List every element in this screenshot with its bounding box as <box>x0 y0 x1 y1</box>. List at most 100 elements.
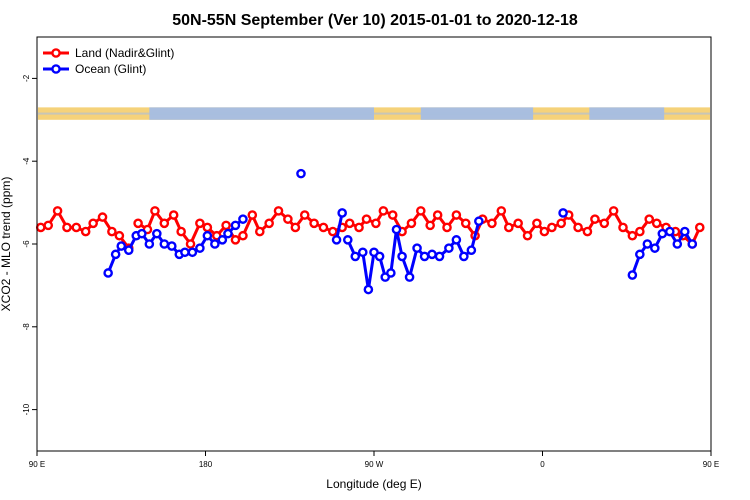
data-point <box>361 214 372 224</box>
data-point <box>331 235 342 245</box>
data-point <box>460 218 471 229</box>
data-point <box>687 239 698 249</box>
data-point <box>651 218 662 229</box>
data-point <box>114 230 125 241</box>
data-point <box>397 251 407 262</box>
legend-label: Land (Nadir&Glint) <box>75 46 174 60</box>
y-tick-label: -6 <box>22 240 31 248</box>
data-point <box>247 210 258 220</box>
legend-marker <box>51 48 61 58</box>
data-point <box>556 218 567 229</box>
data-point <box>166 241 177 251</box>
data-point <box>357 247 368 258</box>
x-tick-label: 90 E <box>29 460 45 469</box>
x-axis: 90 E 180 90 W 0 90 E <box>29 451 719 469</box>
legend-label: Ocean (Glint) <box>75 62 146 76</box>
data-point <box>416 206 426 216</box>
data-point <box>573 222 583 233</box>
data-point <box>503 222 514 233</box>
data-point <box>459 251 469 262</box>
data-point <box>309 218 319 229</box>
data-point <box>221 220 231 231</box>
y-axis-label: XCO2 - MLO trend (ppm) <box>0 177 13 312</box>
data-point <box>290 222 301 233</box>
land-ocean-strip <box>38 107 710 120</box>
data-point <box>185 239 196 249</box>
data-point <box>103 268 113 278</box>
data-point <box>627 270 638 280</box>
data-point <box>387 210 398 220</box>
y-axis: -2 -4 -6 -8 -10 <box>22 74 37 415</box>
data-point <box>80 226 91 237</box>
x-tick-label: 90 E <box>703 460 719 469</box>
data-point <box>110 249 121 260</box>
data-point <box>328 226 338 237</box>
data-point <box>644 214 655 224</box>
data-point <box>539 226 550 237</box>
data-point <box>466 245 477 256</box>
data-point <box>180 247 190 258</box>
data-point <box>150 206 160 216</box>
data-point <box>238 214 248 224</box>
data-point <box>451 235 462 245</box>
data-point <box>434 251 445 262</box>
data-point <box>627 230 638 241</box>
data-point <box>195 218 205 229</box>
data-point <box>496 206 507 216</box>
data-point <box>419 251 430 262</box>
data-point <box>474 216 484 227</box>
y-tick-label: -10 <box>22 403 31 415</box>
data-point <box>52 206 63 216</box>
data-point <box>374 251 385 262</box>
strip-ocean-line <box>38 112 710 115</box>
data-point <box>590 214 600 224</box>
data-point <box>378 206 389 216</box>
data-point <box>599 218 610 229</box>
data-point <box>159 218 170 229</box>
data-point <box>547 222 557 233</box>
data-point <box>522 230 533 241</box>
data-point <box>273 206 284 216</box>
data-point <box>344 218 355 229</box>
data-point <box>444 243 454 253</box>
data-point <box>283 214 293 224</box>
data-point <box>635 249 645 260</box>
data-point <box>195 243 205 253</box>
data-point <box>608 206 619 216</box>
data-point <box>230 220 241 231</box>
data-point <box>558 208 568 218</box>
y-tick-label: -8 <box>22 323 31 331</box>
data-point <box>487 218 497 229</box>
data-point <box>62 222 72 233</box>
data-point <box>618 222 628 233</box>
data-point <box>116 241 127 251</box>
data-point <box>299 210 310 220</box>
data-point <box>88 218 98 229</box>
data-point <box>43 220 54 231</box>
data-point <box>404 272 415 282</box>
data-point <box>350 251 361 262</box>
chart-title: 50N-55N September (Ver 10) 2015-01-01 to… <box>172 12 578 29</box>
legend-marker <box>51 64 61 74</box>
plot-frame <box>36 36 712 452</box>
data-point <box>582 226 593 237</box>
data-point <box>71 222 82 233</box>
data-point <box>159 239 170 249</box>
data-point <box>342 235 353 245</box>
data-point <box>123 245 134 256</box>
data-point <box>187 247 198 258</box>
data-point <box>672 239 683 249</box>
data-point <box>442 222 452 233</box>
data-point <box>363 284 374 295</box>
data-point <box>635 226 645 237</box>
data-point <box>296 168 306 179</box>
data-point <box>35 222 46 233</box>
data-point <box>386 268 396 278</box>
data-point <box>318 222 329 233</box>
data-point <box>337 208 347 218</box>
data-point <box>532 218 542 229</box>
data-point <box>176 226 186 237</box>
data-point <box>432 210 443 220</box>
data-point <box>412 243 422 253</box>
